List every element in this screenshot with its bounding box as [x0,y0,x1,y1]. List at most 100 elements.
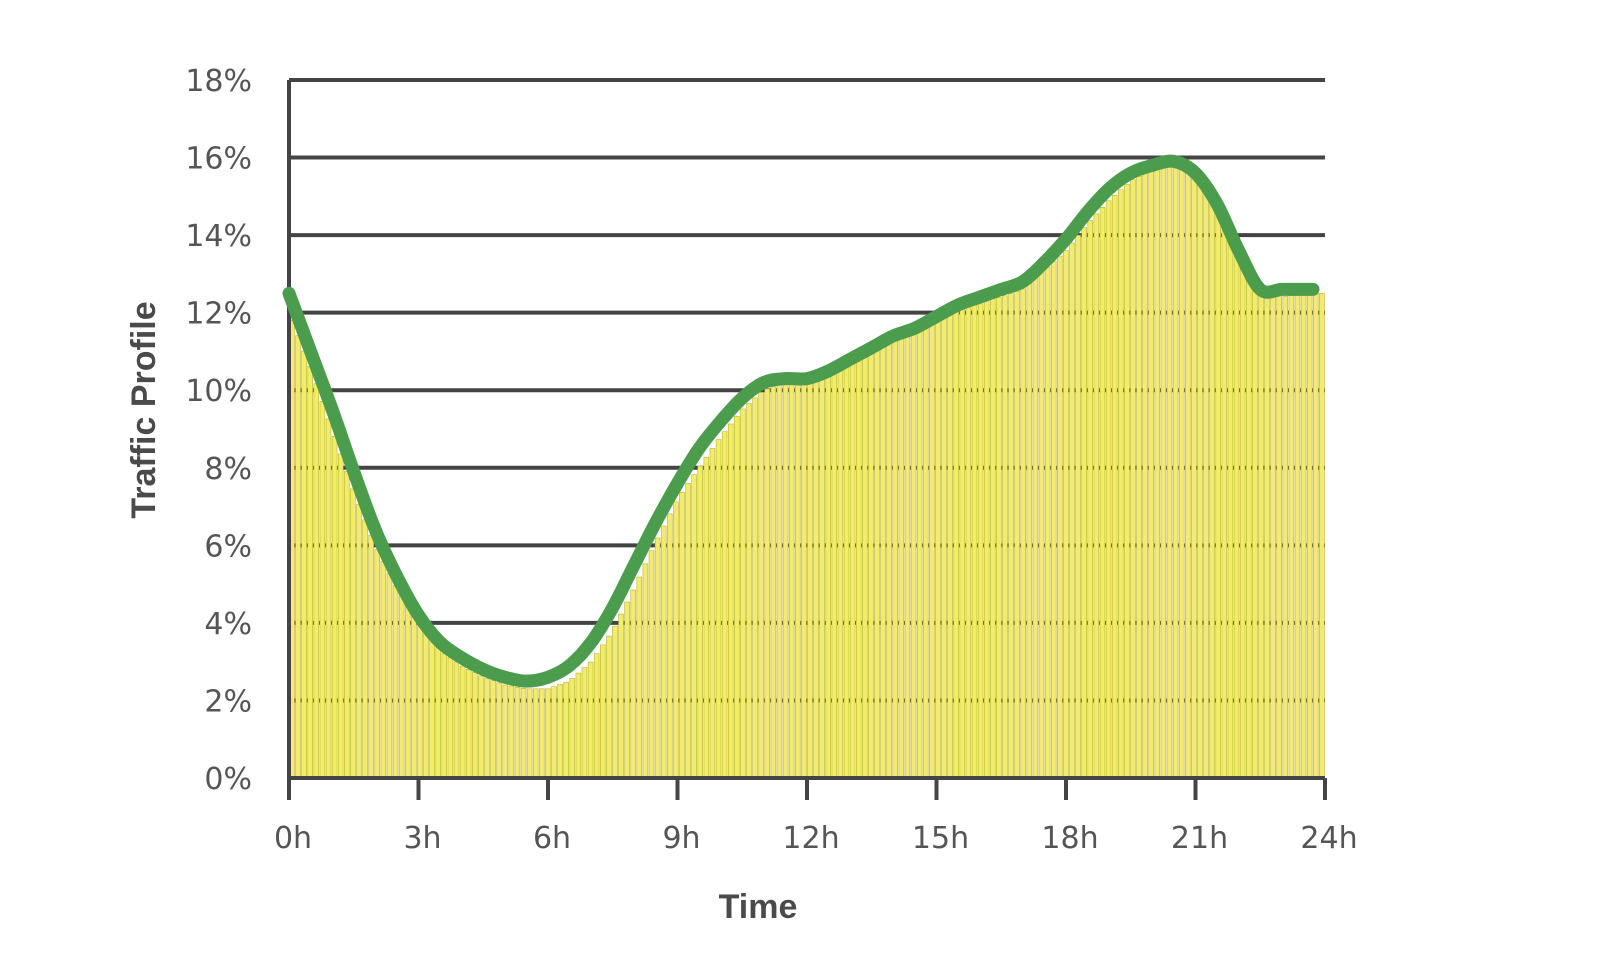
bar [807,381,813,779]
bar [886,341,892,779]
bar [953,309,959,779]
bar [1264,294,1270,779]
bar [801,382,807,779]
bar [1148,169,1154,779]
bar [770,386,777,779]
bar [636,576,643,779]
bar [1166,165,1173,779]
bar [752,397,758,779]
bar [484,678,490,779]
bar [624,601,630,779]
bar [1044,266,1051,779]
bar [1050,261,1057,779]
tick-labels: 0% 2% 4% 6% 8% 10% 12% 14% 16% 18% 0h 3h 6h 9h 12h 15h 1… [185,64,1357,856]
bar [825,374,831,779]
bar [569,678,576,779]
bar [776,384,783,779]
bar [1294,294,1301,779]
bar [368,534,374,779]
bar [703,456,710,779]
bar [782,382,789,779]
bar [1300,292,1307,779]
bar [1160,166,1167,779]
bar [642,563,649,779]
bar [1215,206,1222,779]
bar [1258,293,1264,779]
bar [1227,232,1234,779]
bar [898,336,905,779]
bar [1154,167,1161,779]
bar [319,400,326,779]
bar [1002,295,1008,779]
bar [868,351,874,779]
y-tick-label: 4% [204,607,252,642]
bar [1319,292,1325,779]
bar [1038,272,1045,779]
bar [667,513,673,779]
bar [1130,179,1136,779]
bar [380,561,387,779]
bar [813,378,819,779]
bar [1197,179,1203,779]
bar [795,382,801,779]
x-tick-label: 6h [533,821,571,856]
bar-series [289,165,1325,779]
bar [435,647,441,779]
bar [837,367,844,779]
bar [1191,172,1197,779]
bar [1111,194,1118,779]
bar [734,416,740,779]
y-tick-label: 14% [185,219,252,254]
bar [660,525,667,779]
bar [581,667,588,779]
bar [1105,200,1112,779]
bar [673,501,679,779]
bar [721,431,728,779]
bar [874,348,880,779]
bar [496,682,502,779]
line-series [282,154,1320,688]
bar [1270,295,1276,779]
bar [337,453,344,779]
bar [1313,292,1319,779]
bar [862,354,868,779]
y-tick-label: 10% [185,374,252,409]
bar [478,675,484,779]
y-tick-label: 16% [185,142,252,177]
bar [941,316,947,779]
y-tick-label: 6% [204,529,252,564]
bar [453,661,460,779]
x-tick-label: 12h [782,821,839,856]
bar [472,672,478,779]
bar [1142,172,1148,779]
bar [971,302,978,779]
bar [947,312,953,779]
bar [1057,255,1063,779]
bar [441,652,448,779]
bar [1124,183,1130,779]
bar [612,625,618,779]
bar [520,688,527,779]
bar [648,550,655,779]
bar [959,306,966,779]
bar [508,685,515,779]
bar [545,688,551,779]
bar [1026,283,1033,779]
bar [350,488,356,779]
bar [1008,293,1014,779]
bar [295,335,301,779]
bar [1014,291,1020,779]
bar [606,635,612,779]
bar [1178,167,1185,779]
x-tick-label: 9h [662,821,700,856]
bar [916,329,923,779]
bar [1245,270,1252,779]
bar [374,549,381,779]
bar [1075,234,1081,779]
bar [685,483,691,779]
bar [325,418,332,779]
bar [843,364,850,779]
bar [904,334,911,779]
bar [910,332,917,779]
bar [1081,227,1087,779]
